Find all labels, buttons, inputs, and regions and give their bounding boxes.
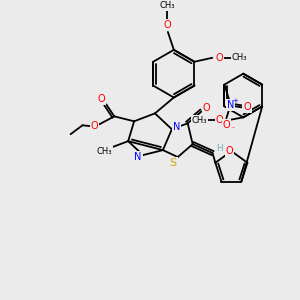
Text: +: + (232, 98, 238, 104)
Text: N: N (227, 100, 234, 110)
Text: O: O (243, 102, 251, 112)
Text: N: N (134, 152, 142, 162)
Text: O: O (226, 146, 233, 156)
Text: O: O (223, 120, 230, 130)
Text: O: O (215, 53, 223, 63)
Text: H: H (216, 144, 223, 153)
Text: O: O (203, 103, 210, 113)
Text: CH₃: CH₃ (97, 147, 112, 156)
Text: N: N (173, 122, 181, 132)
Text: O: O (163, 20, 171, 30)
Text: ⁻: ⁻ (230, 125, 235, 134)
Text: CH₃: CH₃ (231, 53, 247, 62)
Text: O: O (216, 115, 223, 125)
Text: S: S (169, 158, 176, 168)
Text: CH₃: CH₃ (192, 116, 207, 125)
Text: O: O (98, 94, 105, 104)
Text: CH₃: CH₃ (159, 1, 175, 10)
Text: O: O (91, 121, 98, 131)
